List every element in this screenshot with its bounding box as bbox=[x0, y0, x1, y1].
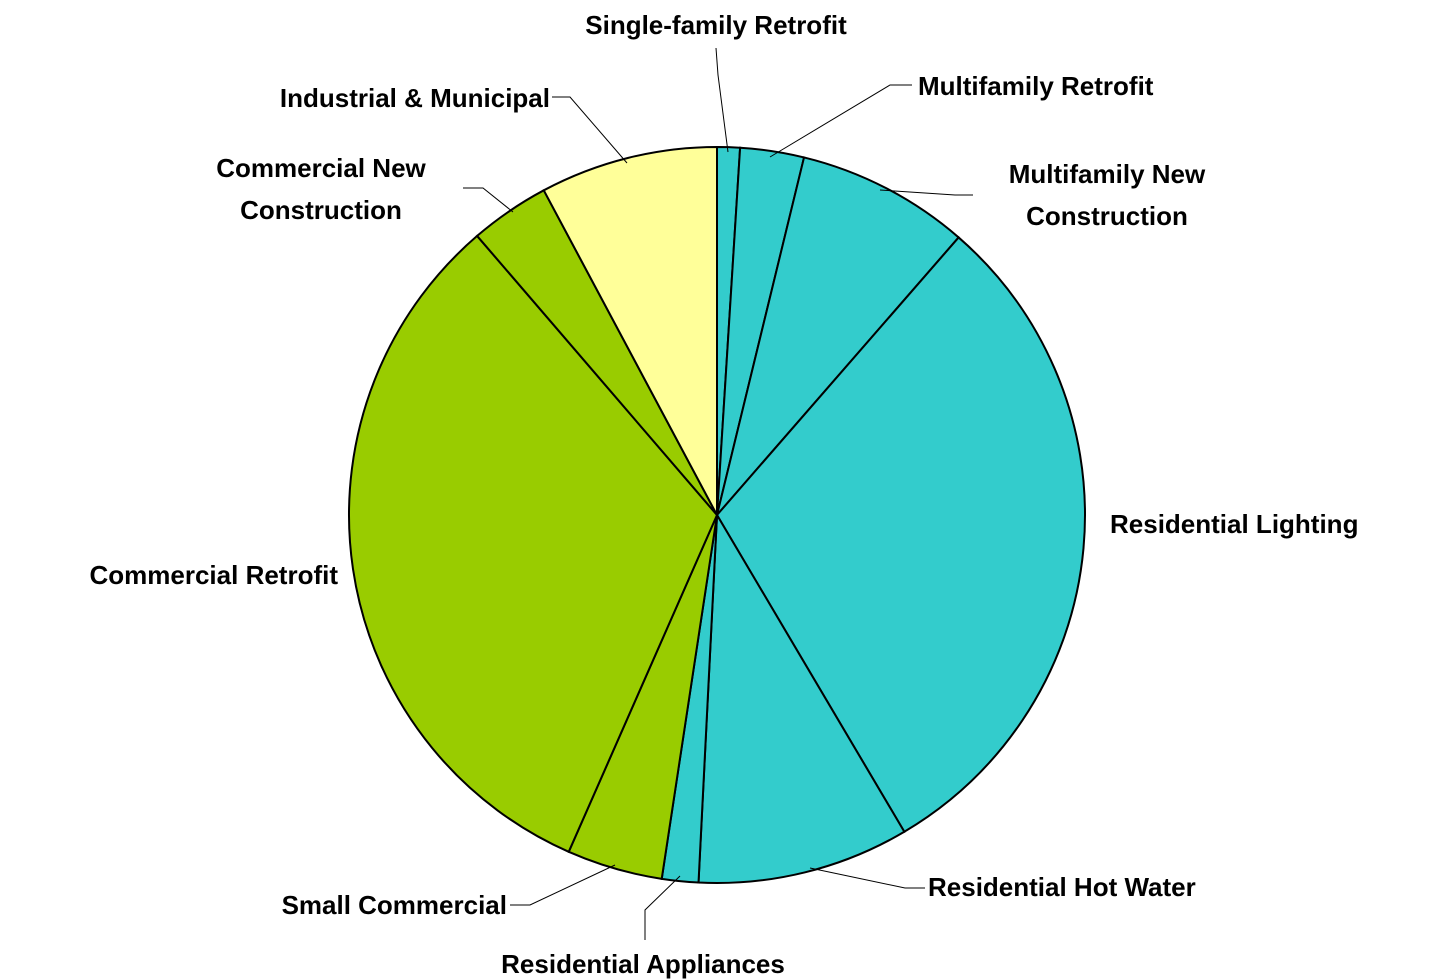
leader-line bbox=[510, 864, 616, 906]
slice-label: Residential Lighting bbox=[1110, 509, 1359, 539]
leader-line bbox=[463, 187, 514, 213]
leader-line bbox=[809, 867, 925, 889]
slice-label: Multifamily Retrofit bbox=[918, 71, 1154, 101]
pie-slice bbox=[542, 145, 718, 516]
pie-slice bbox=[697, 511, 906, 884]
leader-line bbox=[644, 875, 681, 940]
slice-label: Commercial New Construction bbox=[216, 153, 426, 225]
pie-slice bbox=[715, 236, 1086, 834]
slice-label: Single-family Retrofit bbox=[585, 10, 847, 40]
slice-label: Residential Hot Water bbox=[928, 872, 1196, 902]
slice-label: Commercial Retrofit bbox=[89, 560, 339, 590]
slice-label: Multifamily New Construction bbox=[1008, 159, 1206, 231]
leader-line bbox=[879, 189, 973, 196]
leader-line bbox=[552, 96, 628, 164]
slice-label: Small Commercial bbox=[281, 890, 507, 920]
leader-line bbox=[769, 84, 912, 158]
leader-line bbox=[715, 47, 729, 153]
slice-label: Industrial & Municipal bbox=[279, 83, 550, 113]
pie-slice bbox=[348, 234, 719, 854]
pie-slice bbox=[716, 156, 961, 516]
slice-label: Residential Appliances bbox=[501, 949, 785, 979]
